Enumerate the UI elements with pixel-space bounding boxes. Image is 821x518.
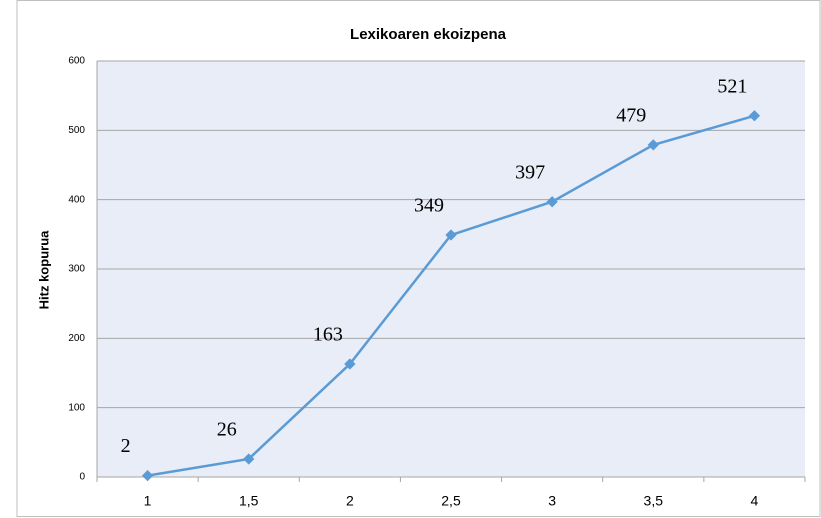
- marker: [344, 358, 356, 370]
- x-tick-label: 1: [144, 493, 152, 509]
- data-label: 26: [217, 419, 237, 441]
- data-label: 2: [121, 435, 131, 457]
- data-label: 521: [717, 75, 747, 97]
- y-tick-label: 300: [68, 264, 85, 275]
- data-label: 163: [313, 324, 343, 346]
- marker: [647, 139, 659, 151]
- x-tick-label: 3: [548, 493, 556, 509]
- x-tick-label: 2,5: [441, 493, 461, 509]
- marker: [546, 196, 558, 208]
- y-axis-label: Hitz kopurua: [36, 230, 51, 309]
- chart-title: Lexikoaren ekoizpena: [350, 26, 507, 43]
- data-label: 397: [515, 161, 545, 183]
- y-tick-label: 200: [68, 333, 85, 344]
- x-tick-label: 4: [751, 493, 759, 509]
- marker: [445, 229, 457, 241]
- y-tick-label: 400: [68, 194, 85, 205]
- marker: [141, 469, 154, 482]
- data-label: 349: [414, 195, 444, 217]
- y-tick-label: 500: [68, 125, 85, 136]
- y-tick-label: 0: [79, 472, 85, 483]
- y-tick-label: 100: [68, 402, 85, 413]
- x-tick-label: 3,5: [644, 493, 664, 509]
- x-tick-label: 1,5: [239, 493, 259, 509]
- x-tick-label: 2: [346, 493, 354, 509]
- data-label: 479: [616, 104, 646, 126]
- marker: [243, 453, 255, 465]
- y-tick-label: 600: [68, 56, 85, 67]
